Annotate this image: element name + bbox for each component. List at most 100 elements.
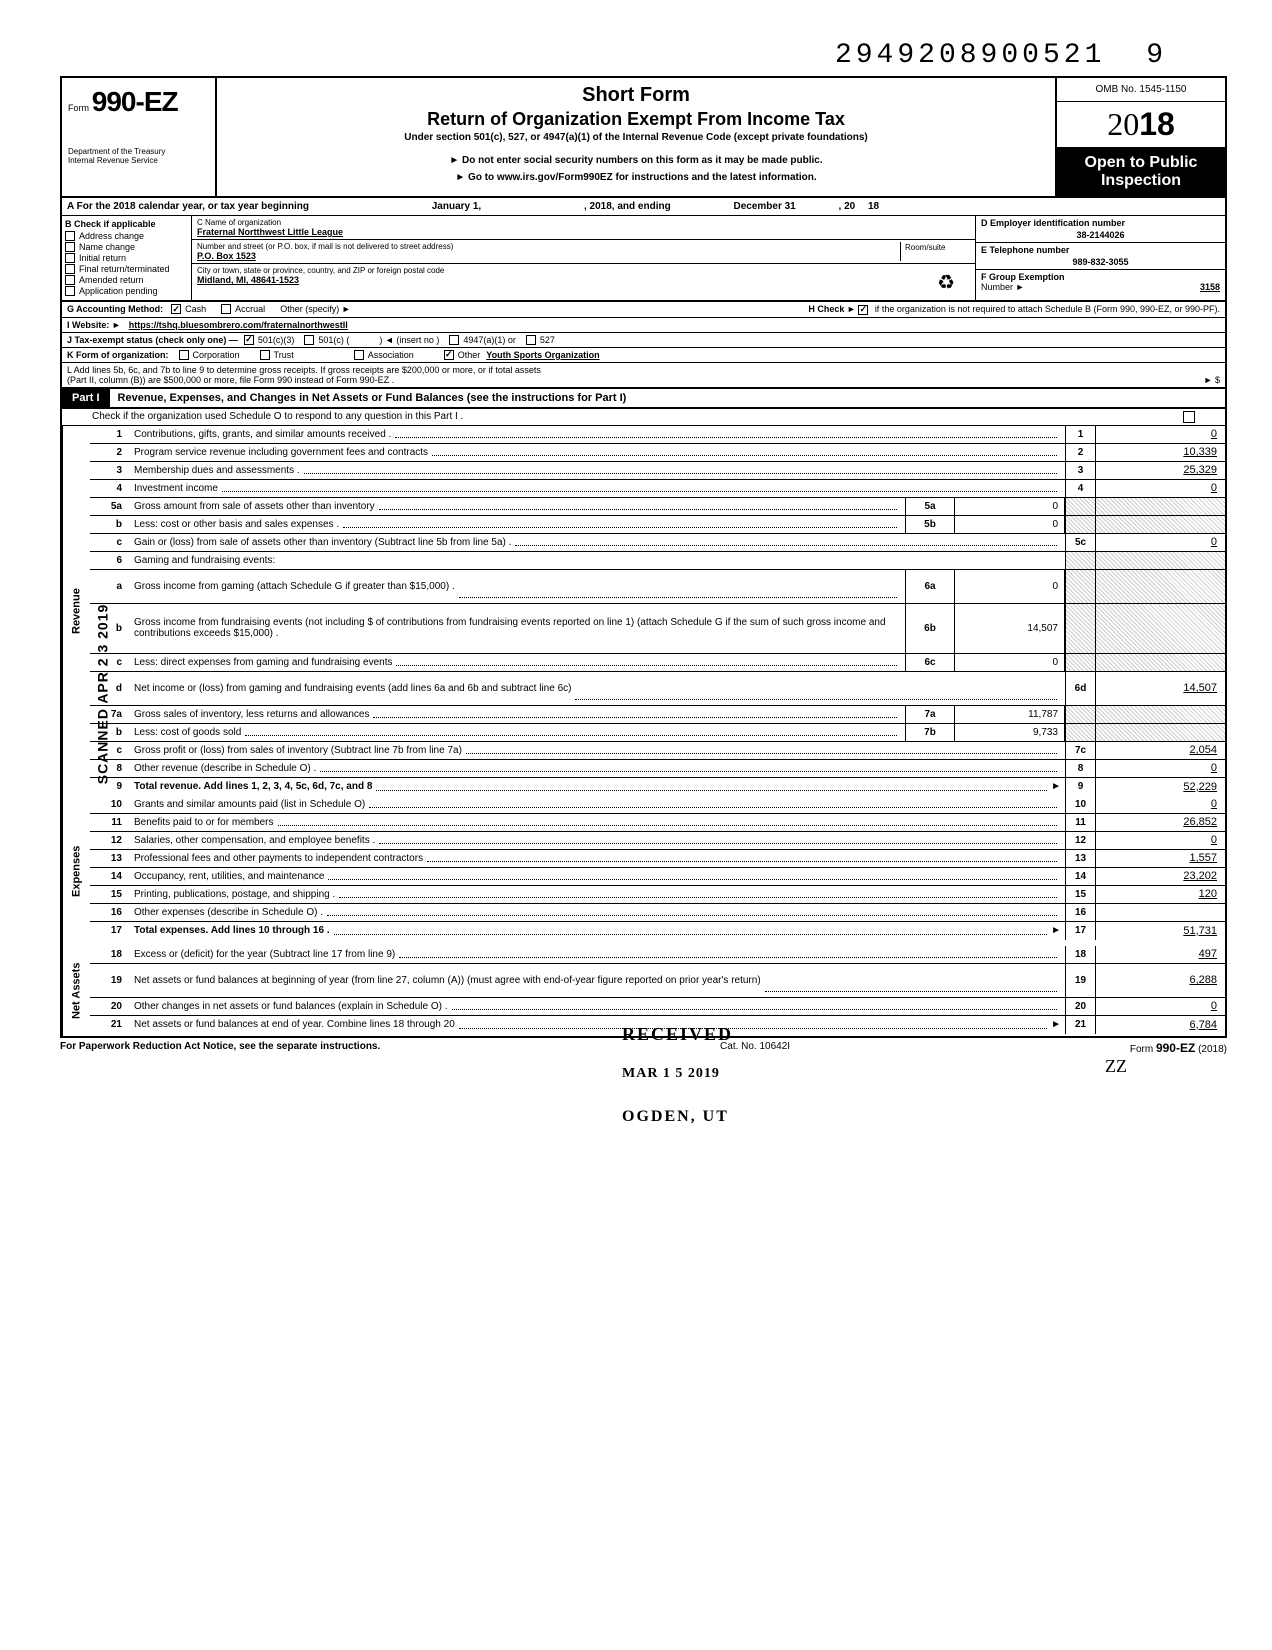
j-501c3: 501(c)(3) [258, 335, 295, 345]
side-netassets: Net Assets [62, 946, 90, 1036]
form-id-box: Form 990-EZ Department of the Treasury I… [62, 78, 217, 196]
cb-4947[interactable] [449, 335, 459, 345]
cb-trust[interactable] [260, 350, 270, 360]
doc-number-suffix: 9 [1146, 40, 1167, 71]
year-suffix: 18 [1139, 106, 1175, 142]
line5a-sh [1065, 498, 1095, 515]
line20-desc: Other changes in net assets or fund bala… [134, 1001, 448, 1012]
cb-corp[interactable] [179, 350, 189, 360]
row-a-begin: January 1, [432, 201, 481, 212]
line17-desc: Total expenses. Add lines 10 through 16 … [134, 925, 330, 936]
org-addr: P.O. Box 1523 [197, 251, 900, 261]
l-arrow: ► $ [1204, 375, 1220, 385]
cb-h[interactable] [858, 305, 868, 315]
line17-en: 17 [1065, 922, 1095, 940]
side-revenue: Revenue [62, 426, 90, 796]
line6c-shv [1095, 654, 1225, 671]
title-goto: ► Go to www.irs.gov/Form990EZ for instru… [225, 172, 1047, 183]
cb-assoc[interactable] [354, 350, 364, 360]
line7b-sh [1065, 724, 1095, 741]
row-k: K Form of organization: Corporation Trus… [60, 348, 1227, 363]
cb-address-change[interactable]: Address change [65, 231, 188, 241]
cb-501c3[interactable] [244, 335, 254, 345]
dept-irs: Internal Revenue Service [68, 157, 203, 166]
line6a-num: a [90, 570, 130, 603]
line16-num: 16 [90, 904, 130, 921]
part1-sub-text: Check if the organization used Schedule … [92, 411, 463, 423]
line13-ev: 1,557 [1095, 850, 1225, 867]
k-trust: Trust [274, 350, 294, 360]
line4-en: 4 [1065, 480, 1095, 497]
line6b-mv: 14,507 [955, 604, 1065, 653]
line11-en: 11 [1065, 814, 1095, 831]
line21-en: 21 [1065, 1016, 1095, 1034]
line11-desc: Benefits paid to or for members [134, 817, 274, 828]
line6b-mn: 6b [905, 604, 955, 653]
cb-amended[interactable]: Amended return [65, 275, 188, 285]
line21-desc: Net assets or fund balances at end of ye… [134, 1019, 455, 1030]
line5b-num: b [90, 516, 130, 533]
line8-desc: Other revenue (describe in Schedule O) . [134, 763, 316, 774]
line6d-desc: Net income or (loss) from gaming and fun… [134, 683, 571, 694]
line6-num: 6 [90, 552, 130, 569]
j-4947: 4947(a)(1) or [463, 335, 516, 345]
footer-right-form: 990-EZ [1156, 1041, 1195, 1055]
line6a-shv [1095, 570, 1225, 603]
f-label: F Group Exemption [981, 272, 1065, 282]
cb-app-pending[interactable]: Application pending [65, 286, 188, 296]
line14-num: 14 [90, 868, 130, 885]
line6c-sh [1065, 654, 1095, 671]
line16-ev [1095, 904, 1225, 921]
line15-ev: 120 [1095, 886, 1225, 903]
ogden-stamp: OGDEN, UT [622, 1108, 729, 1126]
line20-num: 20 [90, 998, 130, 1015]
line6-desc: Gaming and fundraising events: [134, 555, 275, 566]
recycle-icon: ♻ [937, 270, 955, 295]
cb-accrual[interactable] [221, 304, 231, 314]
netassets-section: Net Assets 18Excess or (deficit) for the… [62, 946, 1225, 1036]
cb-final-return[interactable]: Final return/terminated [65, 264, 188, 274]
cb-initial-return[interactable]: Initial return [65, 253, 188, 263]
line14-en: 14 [1065, 868, 1095, 885]
g-accrual: Accrual [235, 304, 265, 314]
year-prefix: 20 [1107, 106, 1139, 142]
part1-sub-checkbox[interactable] [1183, 411, 1195, 423]
j-501c: 501(c) ( [318, 335, 349, 345]
line17-ev: 51,731 [1095, 922, 1225, 940]
cb-501c[interactable] [304, 335, 314, 345]
line6b-shv [1095, 604, 1225, 653]
line5a-mv: 0 [955, 498, 1065, 515]
website: https://tshq.bluesombrero.com/fraternaln… [129, 320, 348, 330]
line13-num: 13 [90, 850, 130, 867]
omb-number: OMB No. 1545-1150 [1057, 78, 1225, 102]
ein: 38-2144026 [981, 230, 1220, 240]
line7a-shv [1095, 706, 1225, 723]
title-under: Under section 501(c), 527, or 4947(a)(1)… [225, 132, 1047, 143]
line19-en: 19 [1065, 964, 1095, 997]
title-main: Return of Organization Exempt From Incom… [225, 109, 1047, 130]
cb-527[interactable] [526, 335, 536, 345]
open-line1: Open to Public [1061, 154, 1221, 172]
main-info-grid: B Check if applicable Address change Nam… [60, 216, 1227, 302]
line6a-mv: 0 [955, 570, 1065, 603]
expenses-section: Expenses 10Grants and similar amounts pa… [62, 796, 1225, 946]
cb-name-change[interactable]: Name change [65, 242, 188, 252]
line3-en: 3 [1065, 462, 1095, 479]
addr-label: Number and street (or P.O. box, if mail … [197, 242, 900, 251]
j-label: J Tax-exempt status (check only one) — [67, 335, 238, 345]
line7c-ev: 2,054 [1095, 742, 1225, 759]
received-stamp: RECEIVED [622, 1024, 733, 1045]
col-b-header: B Check if applicable [65, 219, 188, 229]
line3-desc: Membership dues and assessments . [134, 465, 300, 476]
cb-other[interactable] [444, 350, 454, 360]
line16-en: 16 [1065, 904, 1095, 921]
line9-ev: 52,229 [1095, 778, 1225, 796]
line5c-desc: Gain or (loss) from sale of assets other… [134, 537, 511, 548]
f-val: 3158 [1200, 282, 1220, 292]
k-other: Other [458, 350, 481, 360]
line4-ev: 0 [1095, 480, 1225, 497]
line12-desc: Salaries, other compensation, and employ… [134, 835, 375, 846]
line8-en: 8 [1065, 760, 1095, 777]
line7a-mn: 7a [905, 706, 955, 723]
cb-cash[interactable] [171, 304, 181, 314]
